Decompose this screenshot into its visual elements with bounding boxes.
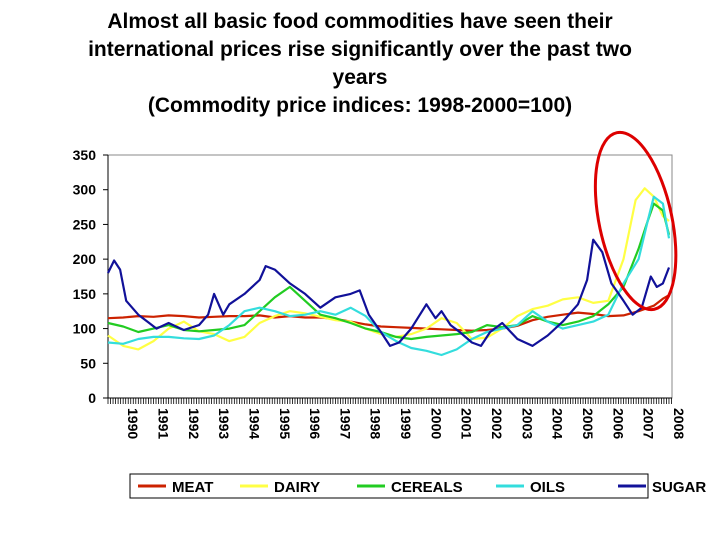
title-line-2: international prices rise significantly … bbox=[88, 38, 632, 61]
x-tick-label: 1996 bbox=[307, 408, 323, 439]
title-line-4: (Commodity price indices: 1998-2000=100) bbox=[147, 94, 573, 117]
y-tick-label: 300 bbox=[73, 182, 97, 198]
legend-label-oils: OILS bbox=[530, 479, 565, 496]
series-line-meat bbox=[107, 294, 670, 332]
series-line-oils bbox=[107, 195, 671, 357]
y-tick-label: 150 bbox=[73, 286, 97, 302]
y-tick-label: 200 bbox=[73, 251, 97, 267]
legend-label-cereals: CEREALS bbox=[391, 479, 463, 496]
x-tick-label: 2005 bbox=[580, 408, 596, 439]
x-tick-label: 1993 bbox=[216, 408, 232, 439]
annotation-layer bbox=[593, 130, 678, 312]
y-tick-label: 100 bbox=[73, 321, 97, 337]
series-line-dairy bbox=[107, 187, 670, 351]
x-tick-label: 1994 bbox=[246, 408, 262, 439]
x-tick-label: 1997 bbox=[337, 408, 353, 439]
x-tick-label: 2000 bbox=[428, 408, 444, 439]
x-tick-label: 2008 bbox=[671, 408, 687, 439]
legend-box bbox=[129, 473, 649, 499]
x-tick-label: 2004 bbox=[550, 408, 566, 439]
plot-border bbox=[107, 154, 673, 399]
legend-label-dairy: DAIRY bbox=[274, 479, 320, 496]
y-tick-label: 250 bbox=[73, 216, 97, 232]
x-tick-label: 1990 bbox=[125, 408, 141, 439]
y-tick-label: 0 bbox=[88, 390, 96, 406]
x-tick-label: 2001 bbox=[459, 408, 475, 439]
y-axis: 0 50 100 150 200 250 300 350 bbox=[73, 147, 109, 406]
series-layer bbox=[107, 187, 671, 357]
legend-label-meat: MEAT bbox=[172, 479, 213, 496]
x-tick-label: 1998 bbox=[368, 408, 384, 439]
x-axis: 1990 1991 1992 1993 1994 1995 1996 1997 1998 1999… bbox=[107, 397, 687, 439]
x-tick-label: 2006 bbox=[610, 408, 626, 439]
plot-area bbox=[107, 154, 673, 399]
y-tick-label: 350 bbox=[73, 147, 97, 163]
x-tick-label: 2007 bbox=[641, 408, 657, 439]
title-line-1: Almost all basic food commodities have s… bbox=[107, 10, 613, 33]
x-tick-label: 1992 bbox=[186, 408, 202, 439]
legend-label-sugar: SUGAR bbox=[652, 479, 706, 496]
x-tick-label: 2002 bbox=[489, 408, 505, 439]
series-line-sugar bbox=[107, 238, 671, 347]
x-tick-label: 1999 bbox=[398, 408, 414, 439]
x-tick-label: 1991 bbox=[155, 408, 171, 439]
y-tick-label: 50 bbox=[80, 355, 96, 371]
chart-title: Almost all basic food commodities have s… bbox=[20, 8, 700, 120]
legend: MEAT DAIRY CEREALS OILS SUGAR bbox=[129, 473, 706, 499]
x-tick-label: 1995 bbox=[277, 408, 293, 439]
title-line-3: years bbox=[332, 66, 388, 89]
x-tick-label: 2003 bbox=[519, 408, 535, 439]
highlight-ellipse bbox=[593, 130, 678, 312]
